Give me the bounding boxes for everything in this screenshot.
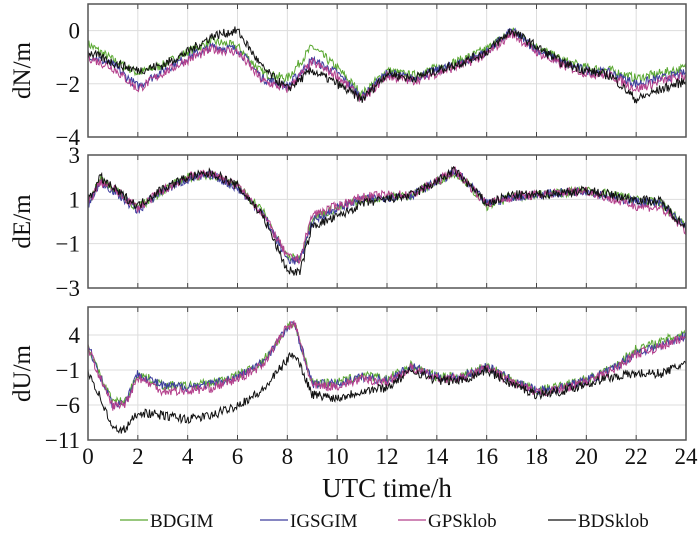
- x-tick-label: 12: [376, 444, 399, 469]
- y-tick-label: −1: [56, 232, 80, 257]
- x-tick-label: 16: [475, 444, 498, 469]
- x-tick-label: 2: [132, 444, 144, 469]
- legend-label: IGSGIM: [290, 511, 358, 532]
- series-IGSGIM: [88, 168, 686, 265]
- legend: BDGIM IGSGIM GPSklob BDSklob: [120, 511, 649, 532]
- x-tick-label: 20: [575, 444, 598, 469]
- panel-dN: 0 −2 −4 dN/m: [9, 3, 687, 150]
- y-tick-label: −1: [56, 358, 80, 383]
- y-tick-label: 4: [69, 323, 81, 348]
- x-tick-label: 0: [82, 444, 94, 469]
- x-tick-label: 18: [525, 444, 548, 469]
- x-tick-label: 4: [182, 444, 194, 469]
- y-tick-label: −11: [45, 428, 80, 453]
- panel-dE: 3 1 −1 −3 dE/m: [9, 143, 687, 301]
- y-tick-label: −2: [56, 72, 80, 97]
- y-tick-label: 1: [69, 187, 81, 212]
- legend-item-BDGIM: BDGIM: [120, 511, 213, 532]
- plot-frame: [87, 154, 687, 289]
- x-axis-label: UTC time/h: [322, 473, 452, 503]
- x-tick-label: 10: [326, 444, 349, 469]
- series-BDSklob: [88, 165, 686, 276]
- x-tick-label: 24: [675, 444, 699, 469]
- plot-frame: [87, 3, 687, 138]
- series-BDSklob: [88, 351, 686, 434]
- series-BDSklob: [88, 26, 686, 104]
- y-axis-label: dN/m: [9, 41, 36, 99]
- y-tick-label: 0: [69, 19, 81, 44]
- y-axis-label: dE/m: [9, 194, 36, 249]
- legend-item-GPSklob: GPSklob: [398, 511, 497, 532]
- x-tick-label: 8: [282, 444, 294, 469]
- y-axis-label: dU/m: [9, 344, 36, 402]
- legend-item-BDSklob: BDSklob: [548, 511, 649, 532]
- x-tick-label: 14: [425, 444, 449, 469]
- x-tick-label: 22: [625, 444, 648, 469]
- legend-item-IGSGIM: IGSGIM: [260, 511, 358, 532]
- legend-label: BDGIM: [150, 511, 213, 532]
- x-tick-label: 6: [232, 444, 244, 469]
- legend-label: GPSklob: [428, 511, 497, 532]
- y-tick-label: 3: [69, 143, 81, 168]
- legend-label: BDSklob: [578, 511, 649, 532]
- y-tick-label: −3: [56, 276, 80, 301]
- y-tick-label: −6: [56, 393, 80, 418]
- series-GPSklob: [88, 29, 686, 103]
- plot-frame: [87, 306, 687, 441]
- series-GPSklob: [88, 319, 686, 411]
- y-tick-label: −4: [56, 125, 81, 150]
